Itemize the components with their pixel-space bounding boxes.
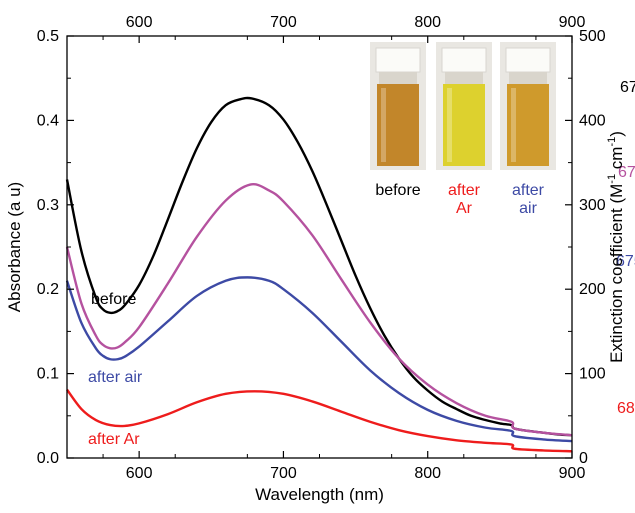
y-tick-label: 0.5 <box>37 28 59 45</box>
ticks-layer: 600 600 700 700 800 800 900 900 0.0 0.1 0.2 0.3 0.4 0… <box>37 14 606 482</box>
cuvette-1 <box>436 42 492 170</box>
x-tick-label: 700 <box>270 465 297 482</box>
cuvette-highlight <box>447 88 452 162</box>
x2-tick-label: 700 <box>270 14 297 31</box>
y2-tick-label: 300 <box>579 197 606 214</box>
y2-tick-label: 200 <box>579 281 606 298</box>
cuvette-cap <box>375 47 421 73</box>
y2-tick-label: 100 <box>579 366 606 383</box>
peak-annotation: 680 nm, 0.079 <box>617 400 635 417</box>
cuvette-neck <box>509 72 547 84</box>
annotation-layer: 678 nm, 0.426 677 nm, 0.324 675 nm, 0.214 6… <box>88 79 635 448</box>
y2-title-part: ) <box>607 131 626 137</box>
peak-annotation: 678 nm, 0.426 <box>620 79 635 96</box>
y-axis-title: Absorbance (a u) <box>5 182 24 312</box>
y2-tick-label: 400 <box>579 112 606 129</box>
inset-caption: air <box>519 200 537 217</box>
cuvette-liquid <box>377 84 419 166</box>
y2-axis-title: Extinction coefficient (M-1 cm-1) <box>606 131 626 363</box>
y2-title-sup: -1 <box>606 174 618 184</box>
x-tick-label: 800 <box>414 465 441 482</box>
inset-caption: after <box>512 182 545 199</box>
y-tick-label: 0.4 <box>37 112 59 129</box>
y2-title-sup: -1 <box>606 137 618 147</box>
x2-tick-label: 600 <box>126 14 153 31</box>
inset-caption: Ar <box>456 200 473 217</box>
series-label: after Ar <box>88 431 140 448</box>
cuvette-liquid <box>443 84 485 166</box>
cuvette-cap <box>505 47 551 73</box>
peak-annotation: 675 nm, 0.214 <box>616 253 635 270</box>
y-tick-label: 0.0 <box>37 450 59 467</box>
series-line-0 <box>65 96 573 437</box>
inset-caption: after <box>448 182 481 199</box>
y2-tick-label: 500 <box>579 28 606 45</box>
y2-tick-label: 0 <box>579 450 588 467</box>
series-line-1 <box>66 388 573 453</box>
cuvette-0 <box>370 42 426 170</box>
x-tick-label: 600 <box>126 465 153 482</box>
cuvette-liquid <box>507 84 549 166</box>
cuvette-cap <box>441 47 487 73</box>
cuvette-neck <box>445 72 483 84</box>
y-tick-label: 0.2 <box>37 281 59 298</box>
y-tick-label: 0.3 <box>37 197 59 214</box>
x-tick-label: 900 <box>559 465 586 482</box>
cuvette-highlight <box>381 88 386 162</box>
x-axis-title: Wavelength (nm) <box>255 485 384 504</box>
inset-caption: before <box>375 182 420 199</box>
series-label: after air <box>88 369 143 386</box>
series-line-2 <box>65 276 573 443</box>
series-layer <box>65 96 573 453</box>
cuvette-highlight <box>511 88 516 162</box>
series-line-3 <box>65 182 573 437</box>
y-tick-label: 0.1 <box>37 366 59 383</box>
x2-tick-label: 800 <box>414 14 441 31</box>
peak-annotation: 677 nm, 0.324 <box>618 164 635 181</box>
y2-title-part: cm <box>607 147 626 174</box>
y2-title-part: Extinction coefficient (M <box>607 184 626 363</box>
x2-tick-label: 900 <box>559 14 586 31</box>
cuvette-neck <box>379 72 417 84</box>
series-label: before <box>91 291 136 308</box>
cuvette-2 <box>500 42 556 170</box>
